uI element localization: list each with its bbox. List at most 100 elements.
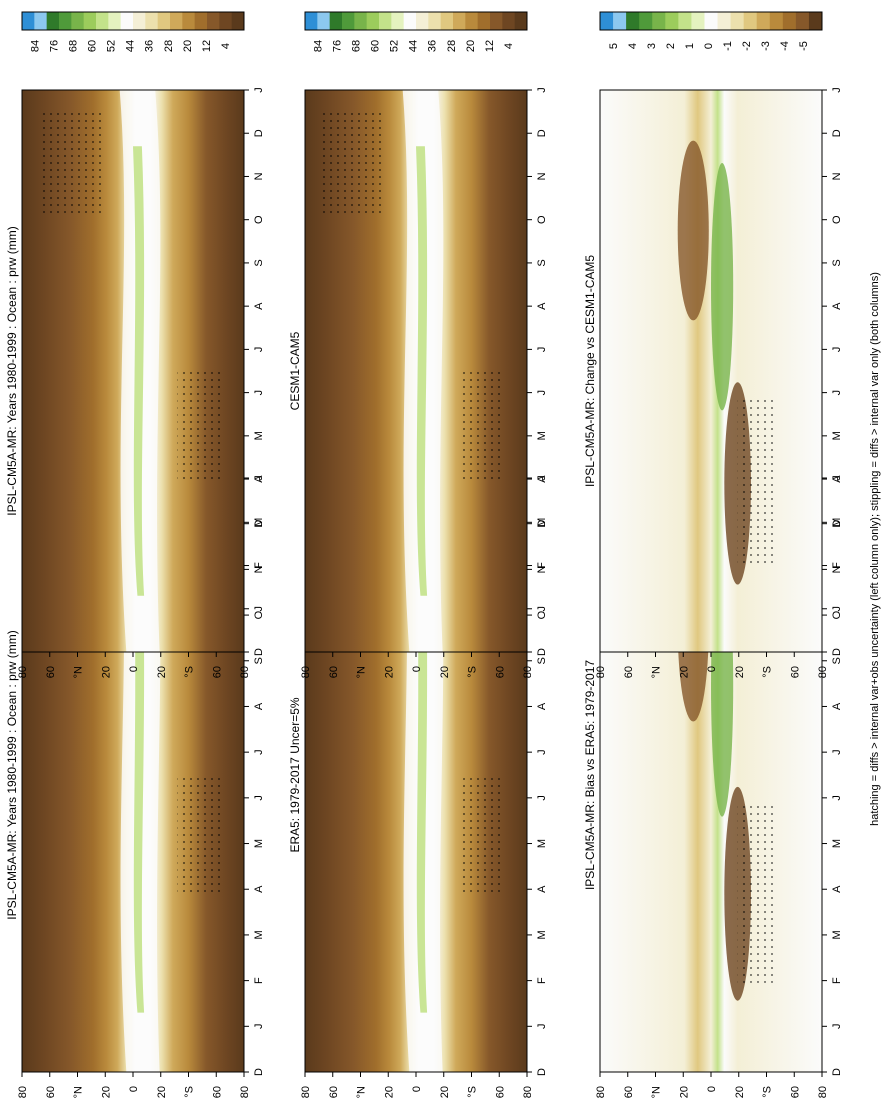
lat-tick-label: 80 xyxy=(300,1086,312,1098)
month-tick-label: J xyxy=(831,87,843,93)
colorbar-swatch xyxy=(379,12,392,30)
colorbar-swatch xyxy=(453,12,466,30)
lat-tick-label: 80 xyxy=(522,666,534,678)
lat-tick-label: °S xyxy=(762,1086,774,1098)
panel-title: ERA5: 1979-2017 Uncer=5% xyxy=(288,697,302,852)
month-tick-label: F xyxy=(831,562,843,569)
colorbar-swatch xyxy=(502,12,516,30)
colorbar-swatch xyxy=(795,12,810,30)
colorbar-label: -3 xyxy=(760,41,772,51)
month-tick-label: F xyxy=(253,977,265,984)
month-tick-label: S xyxy=(831,657,843,664)
colorbar-label: 4 xyxy=(627,43,639,49)
month-tick-label: A xyxy=(536,302,548,310)
month-tick-label: J xyxy=(831,749,843,755)
month-tick-label: A xyxy=(253,702,265,710)
colorbar-swatch xyxy=(96,12,109,30)
colorbar-swatch xyxy=(182,12,196,30)
colorbar-label: 60 xyxy=(370,40,382,52)
month-tick-label: J xyxy=(831,606,843,612)
lat-tick-label: 0 xyxy=(411,1086,423,1092)
lat-tick-label: 60 xyxy=(623,666,635,678)
lat-tick-label: °S xyxy=(467,666,479,678)
colorbar-swatch xyxy=(219,12,233,30)
month-tick-label: O xyxy=(536,610,548,619)
month-tick-label: J xyxy=(831,795,843,801)
stippling xyxy=(322,112,385,214)
lat-tick-label: 60 xyxy=(328,666,340,678)
month-tick-label: D xyxy=(831,1068,843,1076)
colorbar-label: 44 xyxy=(125,40,137,52)
colorbar-swatch xyxy=(403,12,417,30)
month-tick-label: D xyxy=(253,129,265,137)
lat-tick-label: 60 xyxy=(494,666,506,678)
lat-tick-label: 60 xyxy=(789,666,801,678)
month-tick-label: J xyxy=(831,390,843,396)
colorbar-label: 12 xyxy=(201,40,213,52)
lat-tick-label: 80 xyxy=(595,666,607,678)
colorbar-label: 12 xyxy=(484,40,496,52)
colorbar-label: -4 xyxy=(779,41,791,51)
month-tick-label: J xyxy=(253,795,265,801)
colorbar-label: 76 xyxy=(48,40,60,52)
lat-tick-label: 20 xyxy=(383,1086,395,1098)
month-tick-label: J xyxy=(253,347,265,353)
colorbar-swatch xyxy=(231,12,245,30)
diff-blob xyxy=(677,140,709,321)
colorbar-label: 68 xyxy=(67,40,79,52)
lat-tick-label: 60 xyxy=(494,1086,506,1098)
lat-tick-label: 60 xyxy=(45,666,57,678)
lat-tick-label: 80 xyxy=(239,1086,251,1098)
month-tick-label: J xyxy=(831,475,843,481)
moist-core xyxy=(133,537,145,1013)
colorbar-swatch xyxy=(626,12,640,30)
colorbar-swatch xyxy=(391,12,405,30)
lat-tick-label: 80 xyxy=(595,1086,607,1098)
colorbar-label: 2 xyxy=(665,43,677,49)
month-tick-label: D xyxy=(831,129,843,137)
colorbar-label: 76 xyxy=(331,40,343,52)
stippling xyxy=(460,775,505,894)
month-tick-label: M xyxy=(536,518,548,527)
colorbar-swatch xyxy=(329,12,343,30)
month-tick-label: A xyxy=(831,702,843,710)
month-tick-label: N xyxy=(253,172,265,180)
month-tick-label: J xyxy=(536,390,548,396)
lat-tick-label: 80 xyxy=(239,666,251,678)
panel-title: CESM1-CAM5 xyxy=(288,331,302,410)
stippling xyxy=(177,775,222,894)
month-tick-label: A xyxy=(831,885,843,893)
lat-tick-label: 80 xyxy=(17,1086,29,1098)
month-tick-label: M xyxy=(536,839,548,848)
stippling xyxy=(177,371,222,484)
lat-tick-label: 0 xyxy=(411,666,423,672)
colorbar-label: 36 xyxy=(427,40,439,52)
colorbar-label: 0 xyxy=(703,43,715,49)
colorbar-swatch xyxy=(477,12,491,30)
lat-tick-label: 60 xyxy=(623,1086,635,1098)
colorbar-swatch xyxy=(416,12,429,30)
month-tick-label: S xyxy=(536,259,548,266)
month-tick-label: M xyxy=(253,518,265,527)
month-tick-label: A xyxy=(253,475,265,483)
month-tick-label: F xyxy=(831,977,843,984)
colorbar-swatch xyxy=(145,12,159,30)
colorbar: 84 76 68 60 52 44 36 28 20 12 4 xyxy=(304,11,528,52)
stippling xyxy=(737,804,778,983)
lat-tick-label: 20 xyxy=(156,666,168,678)
lat-tick-label: °S xyxy=(762,666,774,678)
colorbar-label: 5 xyxy=(608,43,620,49)
colorbar-label: 3 xyxy=(646,43,658,49)
month-tick-label: A xyxy=(831,475,843,483)
colorbar-frame xyxy=(304,11,528,31)
month-tick-label: O xyxy=(253,610,265,619)
colorbar-label: 4 xyxy=(503,43,515,49)
moist-core xyxy=(416,146,428,596)
lat-tick-label: 20 xyxy=(678,666,690,678)
colorbar-label: 1 xyxy=(684,43,696,49)
colorbar-swatch xyxy=(120,12,134,30)
month-tick-label: J xyxy=(536,87,548,93)
lat-tick-label: °N xyxy=(651,666,663,678)
